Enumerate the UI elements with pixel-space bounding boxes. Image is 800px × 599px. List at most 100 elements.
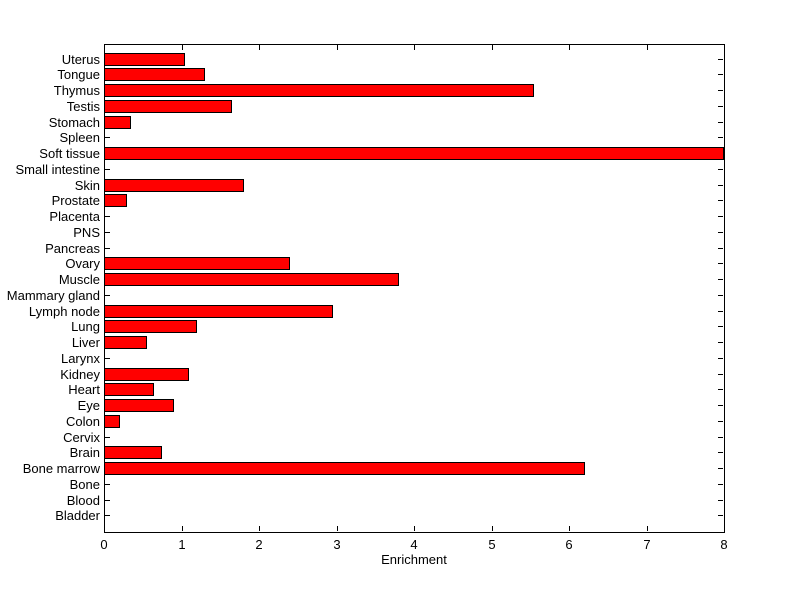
bar [104,383,154,396]
category-label: Ovary [65,256,100,271]
category-label: Tongue [57,67,100,82]
y-tick-right [718,342,723,343]
bar [104,179,244,192]
x-tick-bottom [337,526,338,531]
category-label: Spleen [59,130,100,145]
category-label: Testis [66,99,100,114]
category-label: Placenta [49,209,100,224]
bar [104,53,185,66]
x-tick-bottom [104,526,105,531]
category-label: Pancreas [45,241,100,256]
bar [104,147,724,160]
y-tick-right [718,216,723,217]
y-tick-right [718,452,723,453]
bar [104,399,174,412]
x-tick-label: 7 [643,537,651,552]
y-tick-right [718,500,723,501]
x-axis-label: Enrichment [381,552,447,567]
y-tick-right [718,437,723,438]
y-tick-left [105,358,110,359]
y-tick-right [718,515,723,516]
y-tick-right [718,263,723,264]
x-tick-bottom [647,526,648,531]
x-tick-top [569,45,570,50]
bar [104,336,147,349]
y-tick-left [105,248,110,249]
category-label: Heart [68,382,100,397]
x-tick-top [259,45,260,50]
bar [104,320,197,333]
bar [104,305,333,318]
y-tick-right [718,90,723,91]
category-label: Colon [66,414,100,429]
y-tick-right [718,122,723,123]
category-label: Blood [66,493,100,508]
x-tick-bottom [414,526,415,531]
y-tick-right [718,137,723,138]
y-tick-right [718,248,723,249]
x-tick-label: 3 [333,537,341,552]
category-label: Small intestine [15,162,100,177]
category-label: Eye [77,398,100,413]
category-label: Thymus [53,83,100,98]
x-tick-label: 0 [100,537,108,552]
y-tick-left [105,232,110,233]
category-label: Brain [69,445,100,460]
y-tick-right [718,468,723,469]
category-label: Kidney [60,367,100,382]
bar [104,257,290,270]
x-tick-label: 8 [720,537,728,552]
category-label: Prostate [51,193,100,208]
y-tick-right [718,279,723,280]
x-tick-label: 5 [488,537,496,552]
bar [104,462,585,475]
x-tick-top [104,45,105,50]
x-tick-top [647,45,648,50]
category-label: Mammary gland [6,288,100,303]
bar [104,68,205,81]
x-tick-top [724,45,725,50]
x-tick-top [492,45,493,50]
category-label: Uterus [61,52,100,67]
x-tick-bottom [724,526,725,531]
category-label: Larynx [60,351,100,366]
y-tick-right [718,389,723,390]
bar [104,273,399,286]
y-tick-left [105,137,110,138]
x-tick-bottom [259,526,260,531]
x-tick-top [337,45,338,50]
x-tick-label: 4 [410,537,418,552]
y-tick-right [718,405,723,406]
x-tick-top [414,45,415,50]
bar [104,116,131,129]
x-tick-bottom [569,526,570,531]
category-label: Lung [71,319,100,334]
y-tick-right [718,200,723,201]
category-label: PNS [73,225,100,240]
plot-area [104,44,725,533]
y-tick-left [105,484,110,485]
bar [104,84,534,97]
category-label: Lymph node [28,304,100,319]
bar [104,100,232,113]
y-tick-right [718,484,723,485]
category-label: Soft tissue [39,146,100,161]
category-label: Skin [74,178,100,193]
category-label: Muscle [58,272,100,287]
y-tick-right [718,74,723,75]
category-label: Liver [71,335,100,350]
y-tick-right [718,295,723,296]
x-tick-top [182,45,183,50]
y-tick-right [718,326,723,327]
bar [104,194,127,207]
y-tick-left [105,216,110,217]
x-tick-bottom [492,526,493,531]
category-label: Bone [69,477,100,492]
category-label: Cervix [63,430,100,445]
x-tick-label: 6 [565,537,573,552]
bar [104,446,162,459]
y-tick-right [718,232,723,233]
y-tick-right [718,358,723,359]
y-tick-right [718,421,723,422]
